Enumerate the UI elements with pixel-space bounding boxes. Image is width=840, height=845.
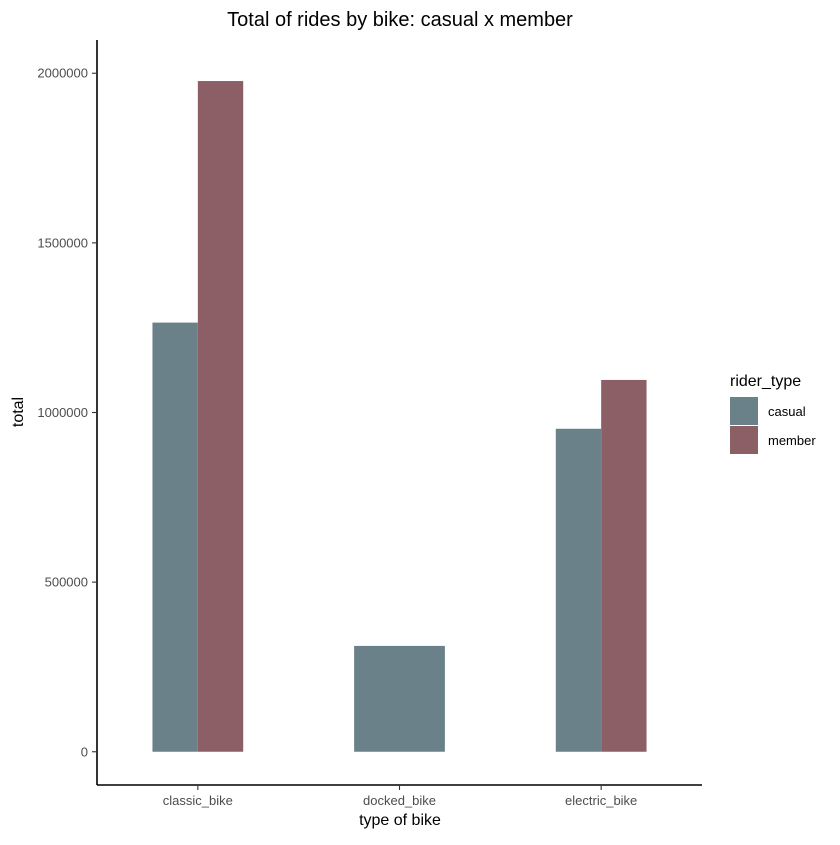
plot-area: [152, 81, 647, 752]
y-tick-label: 2000000: [37, 66, 88, 81]
x-tick-label-docked_bike: docked_bike: [363, 793, 436, 808]
legend-key-member: [730, 426, 758, 454]
y-ticks: 0 500000 1000000 1500000 2000000: [37, 66, 97, 759]
bar-casual-classic_bike: [152, 322, 198, 752]
x-tick-label-classic_bike: classic_bike: [163, 793, 233, 808]
legend-title: rider_type: [730, 373, 801, 390]
y-axis-title: total: [10, 397, 27, 427]
bar-casual-docked_bike: [354, 645, 445, 752]
legend-key-casual: [730, 397, 758, 425]
x-axis-title: type of bike: [359, 812, 441, 829]
bar-member-classic_bike: [197, 81, 244, 752]
chart-title: Total of rides by bike: casual x member: [227, 9, 573, 31]
legend-label-casual: casual: [768, 404, 806, 419]
x-ticks: classic_bike docked_bike electric_bike: [163, 785, 637, 808]
legend: rider_type casual member: [730, 373, 816, 454]
y-tick-label: 0: [81, 744, 88, 759]
y-tick-label: 1000000: [37, 405, 88, 420]
bar-casual-electric_bike: [555, 428, 602, 752]
y-tick-label: 1500000: [37, 235, 88, 250]
x-tick-label-electric_bike: electric_bike: [565, 793, 637, 808]
y-tick-label: 500000: [45, 575, 88, 590]
legend-label-member: member: [768, 433, 816, 448]
bar-member-electric_bike: [601, 379, 647, 752]
